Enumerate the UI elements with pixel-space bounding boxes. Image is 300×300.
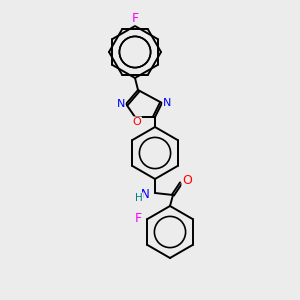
Text: H: H — [135, 193, 143, 203]
Text: F: F — [131, 11, 139, 25]
Text: N: N — [163, 98, 171, 108]
Text: O: O — [133, 117, 141, 127]
Text: F: F — [135, 212, 142, 226]
Text: N: N — [117, 99, 125, 109]
Text: N: N — [141, 188, 149, 202]
Text: F: F — [131, 11, 139, 25]
Text: O: O — [182, 175, 192, 188]
